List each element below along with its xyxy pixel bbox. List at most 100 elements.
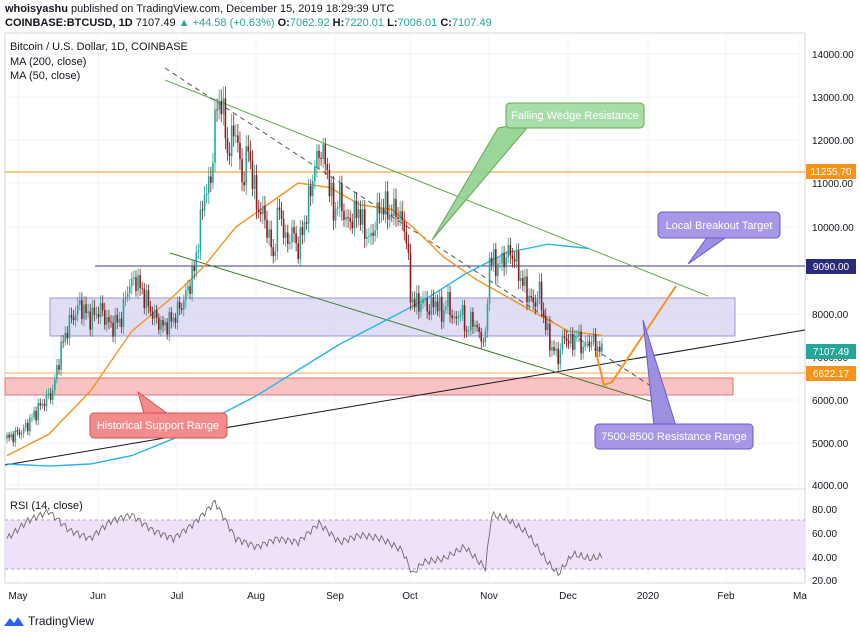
candle-body [403,220,406,232]
candle-body [180,308,183,310]
candle-body [31,417,33,419]
rsi-tick-label: 20.00 [812,576,837,587]
candle-body [459,315,462,317]
candle-body [588,341,591,345]
candle-body [384,191,387,215]
candle-body [160,320,162,330]
candle-body [532,297,535,303]
candle-body [222,98,225,115]
candle-body [153,309,156,319]
time-axis[interactable]: May Jun Jul Aug Sep Oct Nov Dec 2020 Feb Ma [9,591,808,602]
resistance-callout[interactable] [594,423,754,450]
candle-body [391,214,393,216]
candle-body [347,216,349,219]
candle-body [557,348,559,365]
support-callout[interactable] [89,412,228,439]
candle-body [178,301,181,309]
candle-body [405,231,408,244]
support-callout-text: Historical Support Range [97,420,219,432]
candle-body [85,304,87,314]
support-zone [4,377,734,396]
candle-body [224,98,227,139]
rsi-line [6,499,603,577]
breakout-callout-text: Local Breakout Target [666,220,773,232]
candle-body [341,183,343,212]
candle-body [328,169,331,197]
candle-body [93,307,96,315]
high-value: 7220.01 [344,17,385,29]
candle-body [197,251,200,253]
candle-body [22,428,25,434]
candle-body [565,337,568,341]
candle-body [251,161,254,189]
time-tick-label: Sep [326,591,344,602]
price-change: +44.58 (+0.63%) [192,17,275,29]
price-label-last-bg [806,344,856,359]
candle-body [253,175,256,189]
candle-body [272,247,275,257]
candle-body [309,185,312,197]
candle-body [407,243,410,253]
candle-body [361,209,364,225]
candle-body [72,317,75,321]
candle-body [205,193,208,196]
candle-body [12,434,15,443]
price-label-9090-bg [806,259,856,274]
candle-body [114,314,116,337]
candle-body [201,209,204,211]
candle-body [245,146,247,186]
candle-body [434,301,437,308]
candle-body [112,322,114,337]
candle-body [143,288,146,309]
candle-body [162,320,164,326]
candle-body [41,403,44,406]
long-term-support-trendline[interactable] [4,329,806,466]
candle-body [457,316,460,319]
candle-body [249,151,252,162]
candle-body [505,257,507,268]
candle-body [207,176,210,194]
candle-body [247,146,250,152]
candle-body [411,299,414,303]
candle-body [299,227,302,260]
candle-body [507,245,510,258]
candle-body [382,208,385,215]
price-tick-label: 11000.00 [812,179,853,190]
candle-body [307,185,310,224]
price-tick-label: 6000.00 [812,396,849,407]
rsi-axis[interactable]: 80.00 60.00 40.00 20.00 [812,505,837,587]
candle-body [195,252,198,272]
candle-body [122,299,125,328]
candle-body [95,314,98,316]
candle-body [89,311,91,330]
wedge-lower-line[interactable] [169,252,654,403]
candle-body [399,211,401,219]
footer-brand[interactable]: TradingView [28,614,95,628]
candle-body [174,317,177,323]
candle-body [149,306,152,312]
candle-body [511,255,514,259]
candle-body [27,423,29,432]
price-tick-label: 13000.00 [812,93,854,104]
price-chart[interactable]: Falling Wedge Resistance Local Breakout … [0,0,860,612]
candle-body [388,214,391,220]
author-name[interactable]: whoisyashu [5,3,68,15]
candle-body [599,346,601,352]
candle-body [490,257,493,266]
wedge-upper-line[interactable] [164,79,709,297]
candle-body [366,236,368,239]
time-tick-label: 2020 [637,591,660,602]
last-price: 7107.49 [135,17,176,29]
candle-body [343,211,345,220]
candle-body [482,341,485,343]
breakout-callout[interactable] [657,211,781,239]
publish-line: whoisyashu published on TradingView.com,… [5,3,394,15]
candle-body [210,176,212,183]
wedge-callout[interactable] [505,102,645,129]
chart-header: whoisyashu published on TradingView.com,… [0,0,860,32]
candle-body [268,229,270,238]
candle-body [513,258,516,262]
candle-body [293,227,295,234]
candle-body [547,323,549,330]
candle-body [401,211,403,221]
